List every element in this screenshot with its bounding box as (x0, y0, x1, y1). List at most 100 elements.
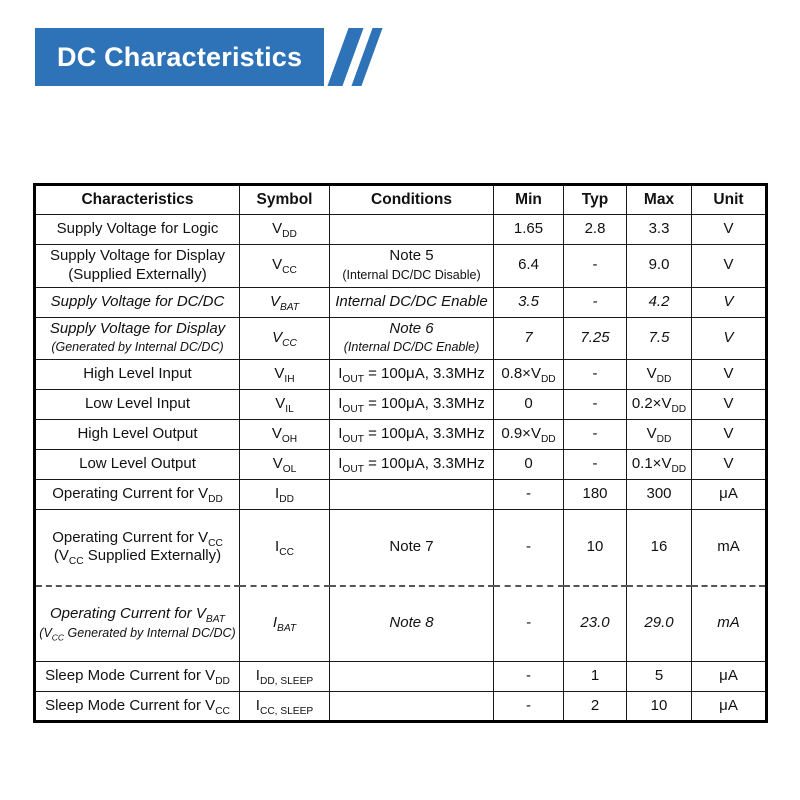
cell-conditions: Note 6 (Internal DC/DC Enable) (329, 316, 494, 360)
cell-typ: - (563, 419, 627, 450)
cell-unit: mA (691, 509, 767, 586)
table-body: Supply Voltage for Logic VDD 1.65 2.8 3.3 V Su… (34, 214, 767, 722)
dc-characteristics-table: Characteristics Symbol Conditions Min Typ Max… (33, 183, 768, 723)
banner: DC Characteristics (35, 28, 383, 86)
cell-typ: 10 (563, 509, 627, 586)
cell-max: VDD (626, 419, 692, 450)
table-row: High Level Input VIH IOUT = 100μA, 3.3MHz 0… (34, 359, 767, 390)
table-wrap: Characteristics Symbol Conditions Min Typ Max… (33, 183, 768, 723)
cell-conditions: IOUT = 100μA, 3.3MHz (329, 389, 494, 420)
cell-unit: V (691, 389, 767, 420)
cell-symbol: VBAT (239, 286, 330, 318)
table-row: Operating Current for VCC (VCC Supplied E… (34, 509, 767, 586)
cell-conditions: Note 7 (329, 509, 494, 586)
cell-characteristics: Low Level Output (34, 449, 240, 480)
cell-symbol: IDD, SLEEP (239, 661, 330, 692)
cell-characteristics: High Level Output (34, 419, 240, 450)
cell-typ: 2 (563, 691, 627, 722)
cell-min: - (493, 691, 564, 722)
table-row: Operating Current for VDD IDD -180 300 μA (34, 479, 767, 510)
table-header-row: Characteristics Symbol Conditions Min Typ Max… (34, 184, 767, 215)
cell-min: 0.9×VDD (493, 419, 564, 450)
cell-symbol: ICC (239, 509, 330, 586)
cell-symbol: VCC (239, 244, 330, 288)
cell-unit: V (691, 316, 767, 360)
cell-min: 7 (493, 316, 564, 360)
cell-typ: - (563, 244, 627, 288)
cell-conditions: Note 8 (329, 584, 494, 662)
cell-max: 0.1×VDD (626, 449, 692, 480)
banner-box: DC Characteristics (35, 28, 325, 86)
cell-typ: - (563, 389, 627, 420)
cell-characteristics: High Level Input (34, 359, 240, 390)
cell-conditions: IOUT = 100μA, 3.3MHz (329, 419, 494, 450)
cell-characteristics: Supply Voltage for Display (Supplied Exte… (34, 244, 240, 288)
cell-min: - (493, 584, 564, 662)
cell-unit: V (691, 449, 767, 480)
cell-symbol: IBAT (239, 584, 330, 662)
cell-conditions (329, 214, 494, 245)
cell-symbol: VOL (239, 449, 330, 480)
cell-max: 300 (626, 479, 692, 510)
cell-symbol: VCC (239, 316, 330, 360)
cell-typ: - (563, 359, 627, 390)
cell-typ: - (563, 449, 627, 480)
table-row: Supply Voltage for Display (Generated by … (34, 316, 767, 360)
cell-conditions (329, 661, 494, 692)
table-row: Low Level Input VIL IOUT = 100μA, 3.3MHz 0-… (34, 389, 767, 420)
table-row: Operating Current for VBAT (VCC Generated… (34, 584, 767, 662)
cell-symbol: VIL (239, 389, 330, 420)
cell-min: - (493, 509, 564, 586)
column-header: Conditions (329, 184, 494, 215)
cell-max: 9.0 (626, 244, 692, 288)
cell-symbol: IDD (239, 479, 330, 510)
cell-symbol: VDD (239, 214, 330, 245)
cell-conditions: Internal DC/DC Enable (329, 286, 494, 318)
cell-min: 1.65 (493, 214, 564, 245)
column-header: Unit (691, 184, 767, 215)
cell-characteristics: Sleep Mode Current for VCC (34, 691, 240, 722)
table-row: Sleep Mode Current for VCC ICC, SLEEP -2 10… (34, 691, 767, 722)
table-row: Low Level Output VOL IOUT = 100μA, 3.3MHz 0… (34, 449, 767, 480)
cell-conditions (329, 691, 494, 722)
cell-characteristics: Low Level Input (34, 389, 240, 420)
cell-symbol: VOH (239, 419, 330, 450)
cell-conditions: Note 5 (Internal DC/DC Disable) (329, 244, 494, 288)
cell-max: 29.0 (626, 584, 692, 662)
cell-characteristics: Supply Voltage for Logic (34, 214, 240, 245)
column-header: Max (626, 184, 692, 215)
cell-max: 7.5 (626, 316, 692, 360)
cell-max: 4.2 (626, 286, 692, 318)
cell-typ: 2.8 (563, 214, 627, 245)
cell-conditions (329, 479, 494, 510)
cell-characteristics: Sleep Mode Current for VDD (34, 661, 240, 692)
cell-max: VDD (626, 359, 692, 390)
cell-min: 0 (493, 449, 564, 480)
cell-min: - (493, 479, 564, 510)
cell-typ: 7.25 (563, 316, 627, 360)
cell-min: 0.8×VDD (493, 359, 564, 390)
cell-typ: - (563, 286, 627, 318)
cell-max: 3.3 (626, 214, 692, 245)
column-header: Typ (563, 184, 627, 215)
cell-min: - (493, 661, 564, 692)
cell-max: 16 (626, 509, 692, 586)
cell-max: 5 (626, 661, 692, 692)
cell-unit: V (691, 244, 767, 288)
cell-characteristics: Operating Current for VCC (VCC Supplied E… (34, 509, 240, 586)
cell-unit: μA (691, 691, 767, 722)
banner-title: DC Characteristics (57, 41, 303, 72)
cell-unit: μA (691, 479, 767, 510)
cell-typ: 1 (563, 661, 627, 692)
table-row: Supply Voltage for DC/DC VBAT Internal DC/… (34, 286, 767, 318)
cell-max: 10 (626, 691, 692, 722)
cell-unit: V (691, 214, 767, 245)
cell-max: 0.2×VDD (626, 389, 692, 420)
cell-min: 3.5 (493, 286, 564, 318)
table-row: High Level Output VOH IOUT = 100μA, 3.3MHz… (34, 419, 767, 450)
cell-characteristics: Supply Voltage for Display (Generated by … (34, 316, 240, 360)
cell-unit: mA (691, 584, 767, 662)
cell-symbol: VIH (239, 359, 330, 390)
cell-unit: V (691, 359, 767, 390)
